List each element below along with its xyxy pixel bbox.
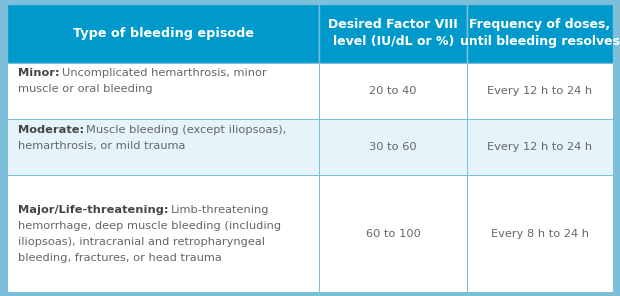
Text: hemarthrosis, or mild trauma: hemarthrosis, or mild trauma (19, 141, 186, 151)
Text: Major/Life-threatening:: Major/Life-threatening: (19, 205, 169, 215)
Bar (319, 4, 467, 63)
Bar (7, 4, 319, 63)
Text: 20 to 40: 20 to 40 (370, 86, 417, 96)
Bar (319, 119, 467, 176)
Text: hemorrhage, deep muscle bleeding (including: hemorrhage, deep muscle bleeding (includ… (19, 221, 281, 231)
Text: 30 to 60: 30 to 60 (370, 142, 417, 152)
Text: Every 8 h to 24 h: Every 8 h to 24 h (491, 229, 589, 239)
Text: Moderate:: Moderate: (19, 125, 84, 135)
Text: Frequency of doses,
until bleeding resolves: Frequency of doses, until bleeding resol… (460, 18, 620, 48)
Text: Limb-threatening: Limb-threatening (170, 205, 269, 215)
Bar (467, 63, 613, 119)
Bar (7, 63, 319, 119)
Text: iliopsoas), intracranial and retropharyngeal: iliopsoas), intracranial and retropharyn… (19, 237, 265, 247)
Bar (319, 176, 467, 292)
Text: Minor:: Minor: (19, 68, 60, 78)
Text: Type of bleeding episode: Type of bleeding episode (73, 27, 254, 40)
Bar (319, 63, 467, 119)
Text: Muscle bleeding (except iliopsoas),: Muscle bleeding (except iliopsoas), (86, 125, 286, 135)
Bar (7, 176, 319, 292)
Text: Every 12 h to 24 h: Every 12 h to 24 h (487, 142, 593, 152)
Bar (7, 119, 319, 176)
Bar (467, 119, 613, 176)
Text: muscle or oral bleeding: muscle or oral bleeding (19, 84, 153, 94)
Text: Every 12 h to 24 h: Every 12 h to 24 h (487, 86, 593, 96)
Text: Desired Factor VIII
level (IU/dL or %): Desired Factor VIII level (IU/dL or %) (329, 18, 458, 48)
Text: Uncomplicated hemarthrosis, minor: Uncomplicated hemarthrosis, minor (62, 68, 267, 78)
Bar (467, 4, 613, 63)
Bar (467, 176, 613, 292)
Text: bleeding, fractures, or head trauma: bleeding, fractures, or head trauma (19, 253, 222, 263)
Text: 60 to 100: 60 to 100 (366, 229, 420, 239)
